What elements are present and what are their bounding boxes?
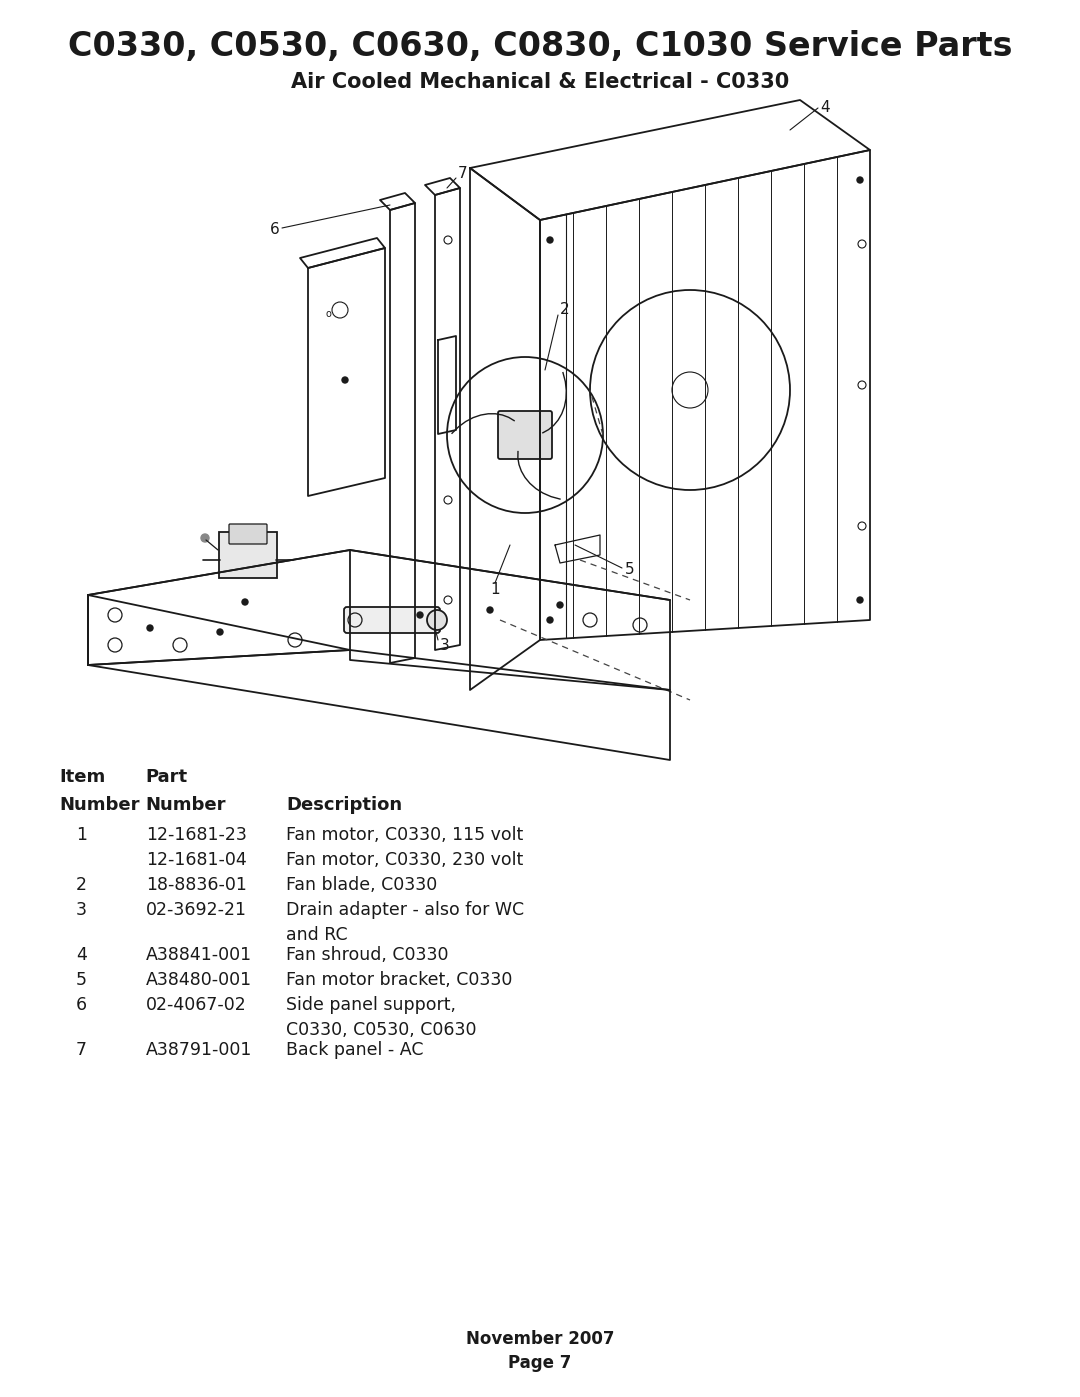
- Text: Description: Description: [286, 796, 403, 814]
- Text: 18-8836-01: 18-8836-01: [146, 876, 246, 894]
- Text: Air Cooled Mechanical & Electrical - C0330: Air Cooled Mechanical & Electrical - C03…: [291, 73, 789, 92]
- Text: 12-1681-04: 12-1681-04: [146, 851, 246, 869]
- Text: Number: Number: [146, 796, 227, 814]
- Text: o: o: [325, 309, 330, 319]
- Text: Fan blade, C0330: Fan blade, C0330: [286, 876, 437, 894]
- Text: 7: 7: [458, 166, 468, 182]
- Circle shape: [546, 617, 553, 623]
- Text: 4: 4: [76, 946, 86, 964]
- Text: 5: 5: [76, 971, 86, 989]
- Text: 5: 5: [625, 563, 635, 577]
- Circle shape: [242, 599, 248, 605]
- Text: 6: 6: [270, 222, 280, 237]
- Text: 3: 3: [76, 901, 86, 919]
- Text: 1: 1: [76, 826, 86, 844]
- Text: Fan motor, C0330, 230 volt: Fan motor, C0330, 230 volt: [286, 851, 524, 869]
- Text: 2: 2: [561, 303, 569, 317]
- Text: A38841-001: A38841-001: [146, 946, 252, 964]
- Circle shape: [342, 377, 348, 383]
- Circle shape: [557, 602, 563, 608]
- Circle shape: [858, 177, 863, 183]
- Text: 2: 2: [76, 876, 86, 894]
- Circle shape: [217, 629, 222, 636]
- FancyBboxPatch shape: [345, 608, 440, 633]
- FancyBboxPatch shape: [229, 524, 267, 543]
- Text: 02-4067-02: 02-4067-02: [146, 996, 246, 1014]
- FancyBboxPatch shape: [498, 411, 552, 460]
- Text: 1: 1: [490, 583, 500, 598]
- Circle shape: [487, 608, 492, 613]
- Circle shape: [201, 534, 210, 542]
- Circle shape: [858, 597, 863, 604]
- Text: Back panel - AC: Back panel - AC: [286, 1041, 423, 1059]
- Text: A38791-001: A38791-001: [146, 1041, 252, 1059]
- Circle shape: [417, 612, 423, 617]
- Circle shape: [546, 237, 553, 243]
- Text: Drain adapter - also for WC
and RC: Drain adapter - also for WC and RC: [286, 901, 524, 944]
- Circle shape: [427, 610, 447, 630]
- Text: 7: 7: [76, 1041, 86, 1059]
- Text: Fan motor bracket, C0330: Fan motor bracket, C0330: [286, 971, 513, 989]
- Circle shape: [147, 624, 153, 631]
- Text: A38480-001: A38480-001: [146, 971, 252, 989]
- Text: Fan shroud, C0330: Fan shroud, C0330: [286, 946, 448, 964]
- Text: 02-3692-21: 02-3692-21: [146, 901, 247, 919]
- Text: C0330, C0530, C0630, C0830, C1030 Service Parts: C0330, C0530, C0630, C0830, C1030 Servic…: [68, 29, 1012, 63]
- Text: 3: 3: [440, 637, 449, 652]
- FancyBboxPatch shape: [219, 532, 276, 578]
- Circle shape: [510, 420, 540, 450]
- Text: 4: 4: [820, 101, 829, 116]
- Text: Item: Item: [59, 768, 106, 787]
- Text: November 2007: November 2007: [465, 1330, 615, 1348]
- Text: Part: Part: [146, 768, 188, 787]
- Text: Side panel support,
C0330, C0530, C0630: Side panel support, C0330, C0530, C0630: [286, 996, 476, 1039]
- Text: Number: Number: [59, 796, 140, 814]
- Text: 12-1681-23: 12-1681-23: [146, 826, 246, 844]
- Text: Page 7: Page 7: [509, 1354, 571, 1372]
- Text: 6: 6: [76, 996, 87, 1014]
- Text: Fan motor, C0330, 115 volt: Fan motor, C0330, 115 volt: [286, 826, 524, 844]
